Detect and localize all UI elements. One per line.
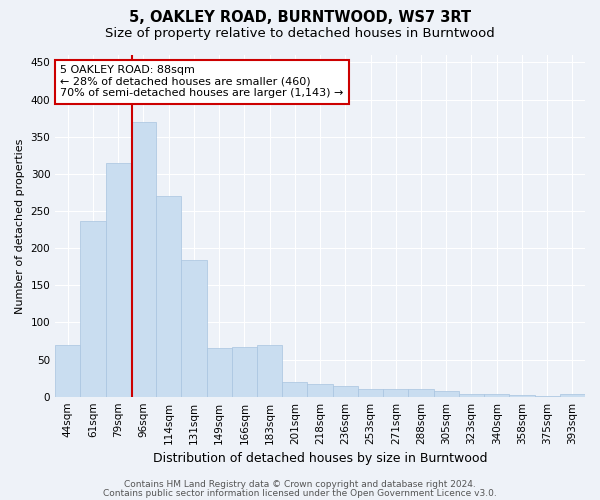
Bar	[307, 384, 332, 396]
Bar	[106, 162, 131, 396]
Bar	[332, 386, 358, 396]
Bar	[80, 220, 106, 396]
Text: Size of property relative to detached houses in Burntwood: Size of property relative to detached ho…	[105, 28, 495, 40]
Bar	[156, 196, 181, 396]
Bar	[509, 395, 535, 396]
Text: 5 OAKLEY ROAD: 88sqm
← 28% of detached houses are smaller (460)
70% of semi-deta: 5 OAKLEY ROAD: 88sqm ← 28% of detached h…	[61, 66, 344, 98]
Bar	[206, 348, 232, 397]
Bar	[358, 390, 383, 396]
Text: Contains public sector information licensed under the Open Government Licence v3: Contains public sector information licen…	[103, 488, 497, 498]
Bar	[131, 122, 156, 396]
Bar	[232, 347, 257, 397]
Bar	[434, 392, 459, 396]
Text: 5, OAKLEY ROAD, BURNTWOOD, WS7 3RT: 5, OAKLEY ROAD, BURNTWOOD, WS7 3RT	[129, 10, 471, 25]
Bar	[484, 394, 509, 396]
Bar	[560, 394, 585, 396]
Bar	[257, 344, 282, 397]
Bar	[282, 382, 307, 396]
Bar	[459, 394, 484, 396]
X-axis label: Distribution of detached houses by size in Burntwood: Distribution of detached houses by size …	[153, 452, 487, 465]
Y-axis label: Number of detached properties: Number of detached properties	[15, 138, 25, 314]
Text: Contains HM Land Registry data © Crown copyright and database right 2024.: Contains HM Land Registry data © Crown c…	[124, 480, 476, 489]
Bar	[383, 390, 409, 396]
Bar	[409, 390, 434, 396]
Bar	[55, 344, 80, 397]
Bar	[181, 260, 206, 396]
